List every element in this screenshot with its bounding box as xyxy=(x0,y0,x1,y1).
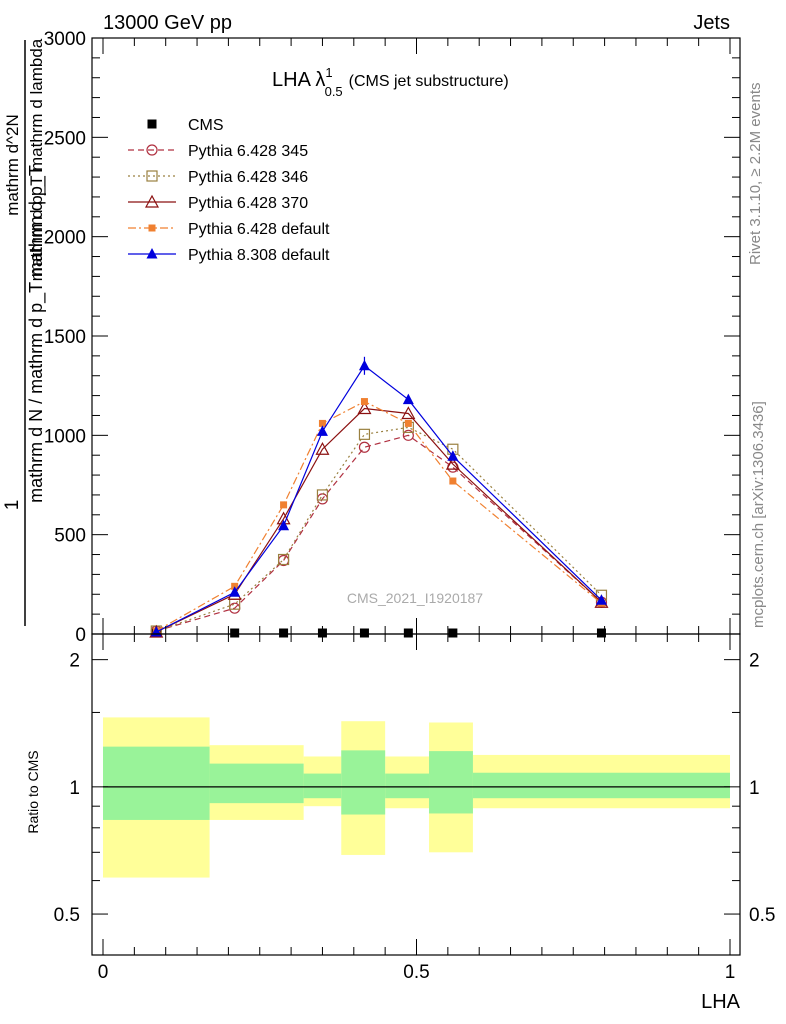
data-point-0-6 xyxy=(448,628,458,638)
legend-label-3: Pythia 6.428 370 xyxy=(188,195,308,212)
legend-marker-4 xyxy=(148,224,156,232)
data-point-3-5 xyxy=(401,406,416,420)
ratio-band-inner-2 xyxy=(303,773,342,799)
ratio-y-tick-label: 0.5 xyxy=(54,905,80,926)
main-y-tick-label: 3000 xyxy=(44,29,86,50)
ratio-y-tick-label-right: 0.5 xyxy=(749,905,775,926)
header-right: Jets xyxy=(693,12,730,34)
ratio-band-inner-3 xyxy=(341,750,386,815)
main-y-axis-label: 1 mathrm d N / mathrm d p_T mathrm d p_T… xyxy=(2,38,47,626)
ratio-bands xyxy=(103,717,730,878)
legend-item-2: Pythia 6.428 346 xyxy=(128,169,308,186)
data-point-4-2 xyxy=(280,501,288,509)
x-axis-label: LHA xyxy=(701,991,741,1013)
legend-marker-2 xyxy=(146,170,158,182)
rivet-version-label: Rivet 3.1.10, ≥ 2.2M events xyxy=(747,83,764,266)
ratio-y-tick-label-right: 2 xyxy=(749,651,760,672)
ratio-band-inner-6 xyxy=(472,772,730,799)
data-point-4-4 xyxy=(360,398,368,406)
x-tick-label: 1 xyxy=(725,962,736,983)
main-y-tick-label: 500 xyxy=(54,526,86,547)
data-point-3-4 xyxy=(357,401,372,415)
legend-label-5: Pythia 8.308 default xyxy=(188,247,330,264)
legend-marker-5 xyxy=(146,248,158,259)
data-point-5-5 xyxy=(402,393,414,405)
data-point-1-4 xyxy=(358,441,371,453)
legend-marker-1 xyxy=(146,144,158,156)
x-tick-label: 0.5 xyxy=(403,962,429,983)
ylabel-numerator: 1 xyxy=(2,500,23,511)
header-left: 13000 GeV pp xyxy=(103,12,232,34)
data-point-3-6 xyxy=(445,456,460,470)
data-point-0-4 xyxy=(359,628,369,638)
data-point-0-5 xyxy=(403,628,413,638)
legend-label-1: Pythia 6.428 345 xyxy=(188,143,308,160)
main-y-tick-label: 1000 xyxy=(44,426,86,447)
data-point-5-1 xyxy=(229,586,241,597)
ratio-band-inner-0 xyxy=(103,746,210,820)
data-point-5-6 xyxy=(447,450,459,461)
ratio-band-inner-4 xyxy=(385,773,430,799)
data-point-5-7 xyxy=(595,594,607,605)
legend-marker-0 xyxy=(147,119,157,129)
legend-item-4: Pythia 6.428 default xyxy=(128,221,330,238)
title-main: LHA λ xyxy=(272,69,325,91)
ylabel-denominator-2: mathrm d p_T mathrm d lambda xyxy=(27,38,46,281)
data-point-4-5 xyxy=(404,419,412,427)
data-point-5-3 xyxy=(316,425,328,436)
main-y-tick-label: 2500 xyxy=(44,128,86,149)
ylabel-denominator: mathrm d N / mathrm d p_T mathrm d p_T xyxy=(26,165,47,503)
main-plot-title: LHA λ1 0.5 (CMS jet substructure) xyxy=(272,65,509,99)
legend-marker-3 xyxy=(144,194,160,208)
title-suffix: (CMS jet substructure) xyxy=(349,73,509,90)
data-point-5-2 xyxy=(278,519,290,531)
x-tick-label: 0 xyxy=(98,962,109,983)
data-point-0-1 xyxy=(230,628,240,638)
ratio-band-inner-5 xyxy=(429,751,473,814)
main-y-tick-label: 0 xyxy=(75,625,86,646)
legend-item-0: CMS xyxy=(147,117,224,134)
legend-label-4: Pythia 6.428 default xyxy=(188,221,330,238)
main-y-tick-label: 1500 xyxy=(44,327,86,348)
data-point-0-7 xyxy=(596,628,606,638)
title-superscript: 1 xyxy=(325,65,332,80)
ratio-y-tick-label: 1 xyxy=(69,778,80,799)
data-point-4-6 xyxy=(449,477,457,485)
ylabel-numerator-2: mathrm d^2N xyxy=(3,114,22,216)
series-line-5 xyxy=(156,364,602,633)
legend-label-0: CMS xyxy=(188,117,224,134)
ratio-y-tick-label: 2 xyxy=(69,651,80,672)
data-point-0-2 xyxy=(279,628,289,638)
series-line-1 xyxy=(156,434,602,632)
ratio-band-inner-1 xyxy=(209,763,304,804)
data-point-4-3 xyxy=(318,419,326,427)
svg-text:LHA λ10.5(CMS jet substructure: LHA λ1 0.5 (CMS jet substructure) xyxy=(272,65,509,99)
mcplots-label: mcplots.cern.ch [arXiv:1306.3436] xyxy=(750,401,767,628)
legend-label-2: Pythia 6.428 346 xyxy=(188,169,308,186)
title-subscript: 0.5 xyxy=(325,84,343,99)
data-point-3-3 xyxy=(315,441,330,455)
axes-layer: 0 500 1000 1500 2000 2500 3000 0.5 0.5 1 1 2 2 0 0.5 1 xyxy=(44,29,776,983)
data-point-2-4 xyxy=(358,428,371,440)
legend-item-5: Pythia 8.308 default xyxy=(128,247,330,264)
ratio-y-tick-label-right: 1 xyxy=(749,778,760,799)
series-5 xyxy=(150,359,607,637)
legend: CMS Pythia 6.428 345 Pythia 6.428 346 Pythi… xyxy=(128,117,330,264)
series-0 xyxy=(151,628,606,638)
main-series-layer xyxy=(149,356,609,638)
data-point-2-3 xyxy=(316,489,329,501)
ratio-y-axis-label: Ratio to CMS xyxy=(25,750,41,833)
data-point-1-5 xyxy=(402,429,414,441)
main-y-tick-label: 2000 xyxy=(44,228,86,249)
analysis-watermark: CMS_2021_I1920187 xyxy=(347,590,483,606)
legend-item-3: Pythia 6.428 370 xyxy=(128,194,308,212)
series-line-2 xyxy=(156,426,602,632)
series-line-4 xyxy=(155,400,602,632)
series-2 xyxy=(150,421,608,637)
data-point-2-2 xyxy=(277,553,290,566)
legend-item-1: Pythia 6.428 345 xyxy=(128,143,308,160)
